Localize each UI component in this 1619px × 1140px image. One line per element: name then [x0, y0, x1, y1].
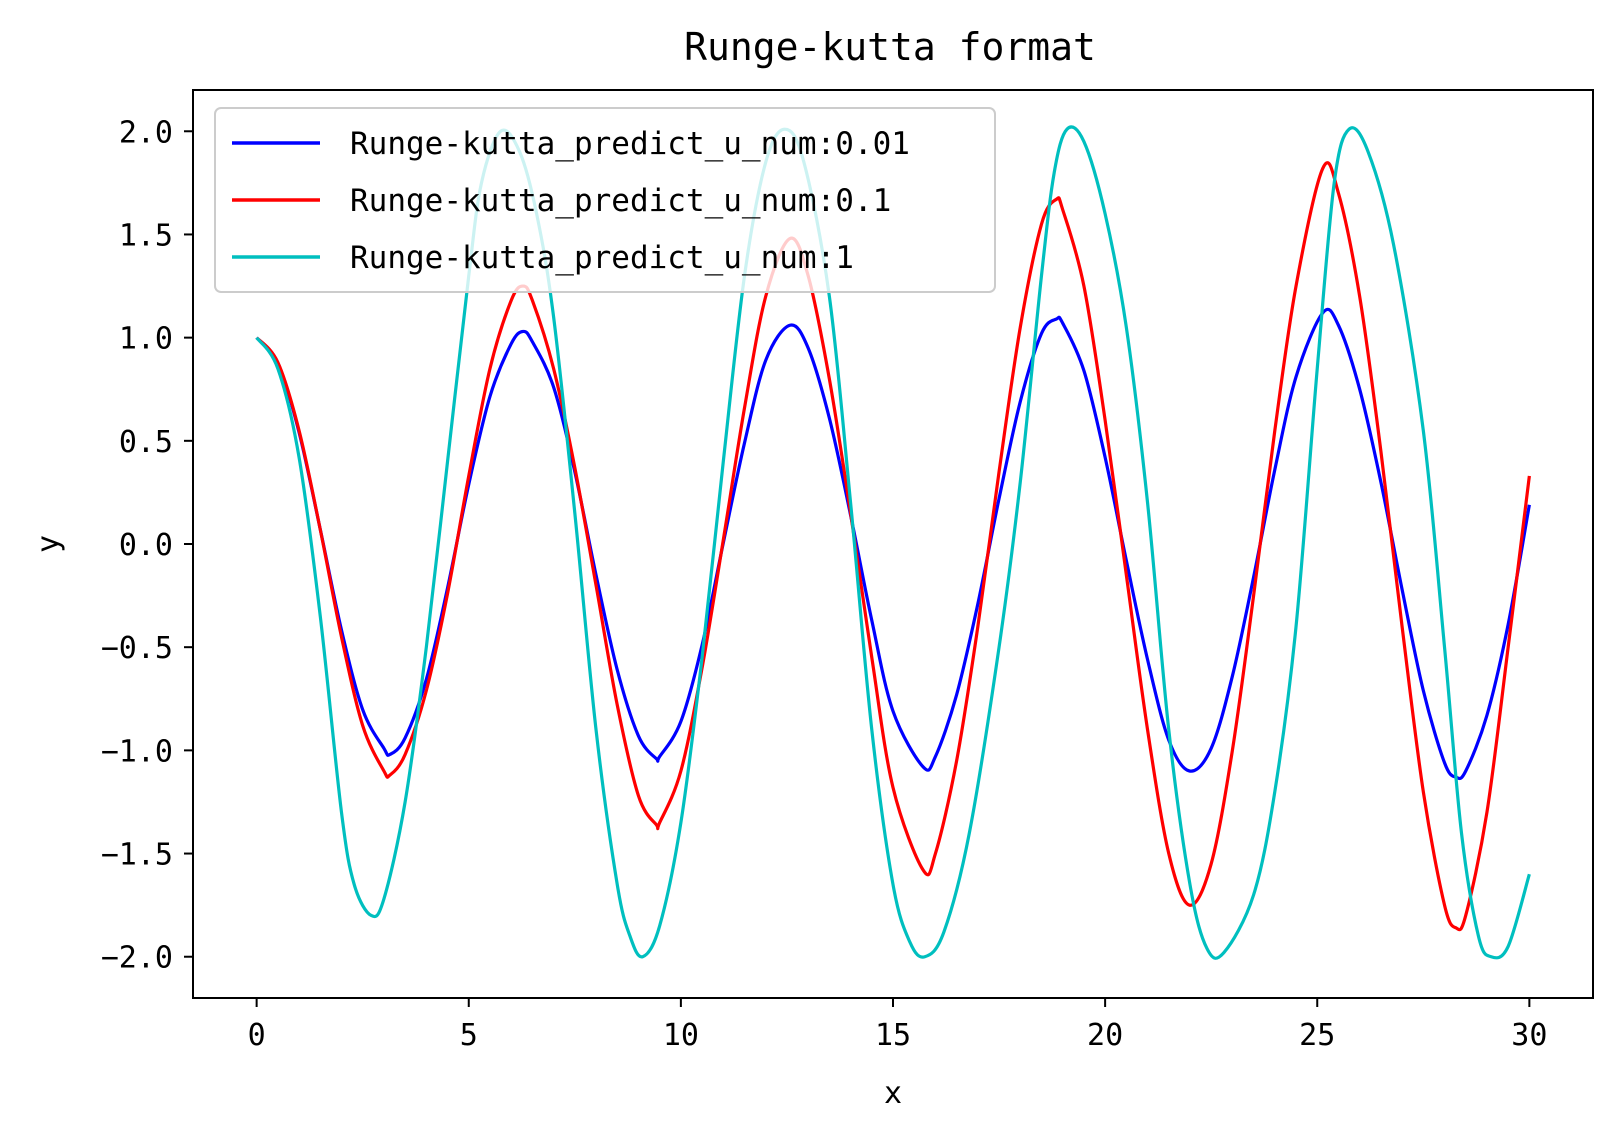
legend-box: [214, 107, 996, 293]
y-tick-label-6: −1.0: [101, 734, 173, 769]
y-tick-label-2: 1.0: [119, 322, 173, 357]
y-tick-label-1: 1.5: [119, 218, 173, 253]
x-tick-label-3: 15: [875, 1018, 911, 1053]
legend-label-1: Runge-kutta_predict_u_num:0.1: [350, 183, 891, 219]
x-tick-label-4: 20: [1087, 1018, 1123, 1053]
series-line-1: [255, 161, 1531, 932]
y-tick-label-5: −0.5: [101, 631, 173, 666]
y-tick-label-4: 0.0: [119, 528, 173, 563]
legend: Runge-kutta_predict_u_num:0.01 Runge-kutt…: [214, 107, 996, 293]
x-axis-label: x: [884, 1076, 902, 1111]
x-tick-label-5: 25: [1299, 1018, 1335, 1053]
x-tick-label-1: 5: [460, 1018, 478, 1053]
x-axis: 0 5 10 15 20 25 30: [248, 998, 1547, 1053]
y-axis-label: y: [31, 535, 66, 553]
x-tick-label-2: 10: [663, 1018, 699, 1053]
x-tick-label-0: 0: [248, 1018, 266, 1053]
legend-label-2: Runge-kutta_predict_u_num:1: [350, 240, 854, 276]
legend-label-0: Runge-kutta_predict_u_num:0.01: [350, 126, 910, 162]
y-axis: 2.0 1.5 1.0 0.5 0.0 −0.5 −1.0 −1.5 −2.0: [101, 115, 193, 976]
y-tick-label-7: −1.5: [101, 838, 173, 873]
y-tick-label-8: −2.0: [101, 941, 173, 976]
chart-title: Runge-kutta format: [684, 25, 1096, 69]
x-tick-label-6: 30: [1511, 1018, 1547, 1053]
y-tick-label-0: 2.0: [119, 115, 173, 150]
y-tick-label-3: 0.5: [119, 425, 173, 460]
